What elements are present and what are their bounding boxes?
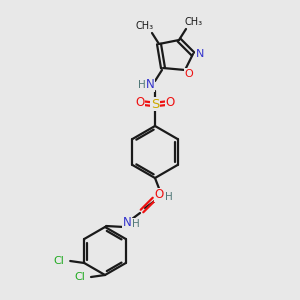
Text: O: O	[165, 97, 175, 110]
Text: H: H	[138, 80, 146, 90]
Text: Cl: Cl	[54, 256, 65, 266]
Text: H: H	[132, 219, 140, 229]
Text: H: H	[165, 192, 173, 202]
Text: CH₃: CH₃	[136, 21, 154, 31]
Text: CH₃: CH₃	[185, 17, 203, 27]
Text: S: S	[151, 98, 159, 110]
Text: O: O	[154, 188, 164, 202]
Text: N: N	[196, 49, 204, 59]
Text: N: N	[146, 79, 154, 92]
Text: O: O	[184, 69, 194, 79]
Text: O: O	[135, 97, 145, 110]
Text: N: N	[156, 190, 164, 202]
Text: N: N	[123, 217, 131, 230]
Text: Cl: Cl	[75, 272, 86, 282]
